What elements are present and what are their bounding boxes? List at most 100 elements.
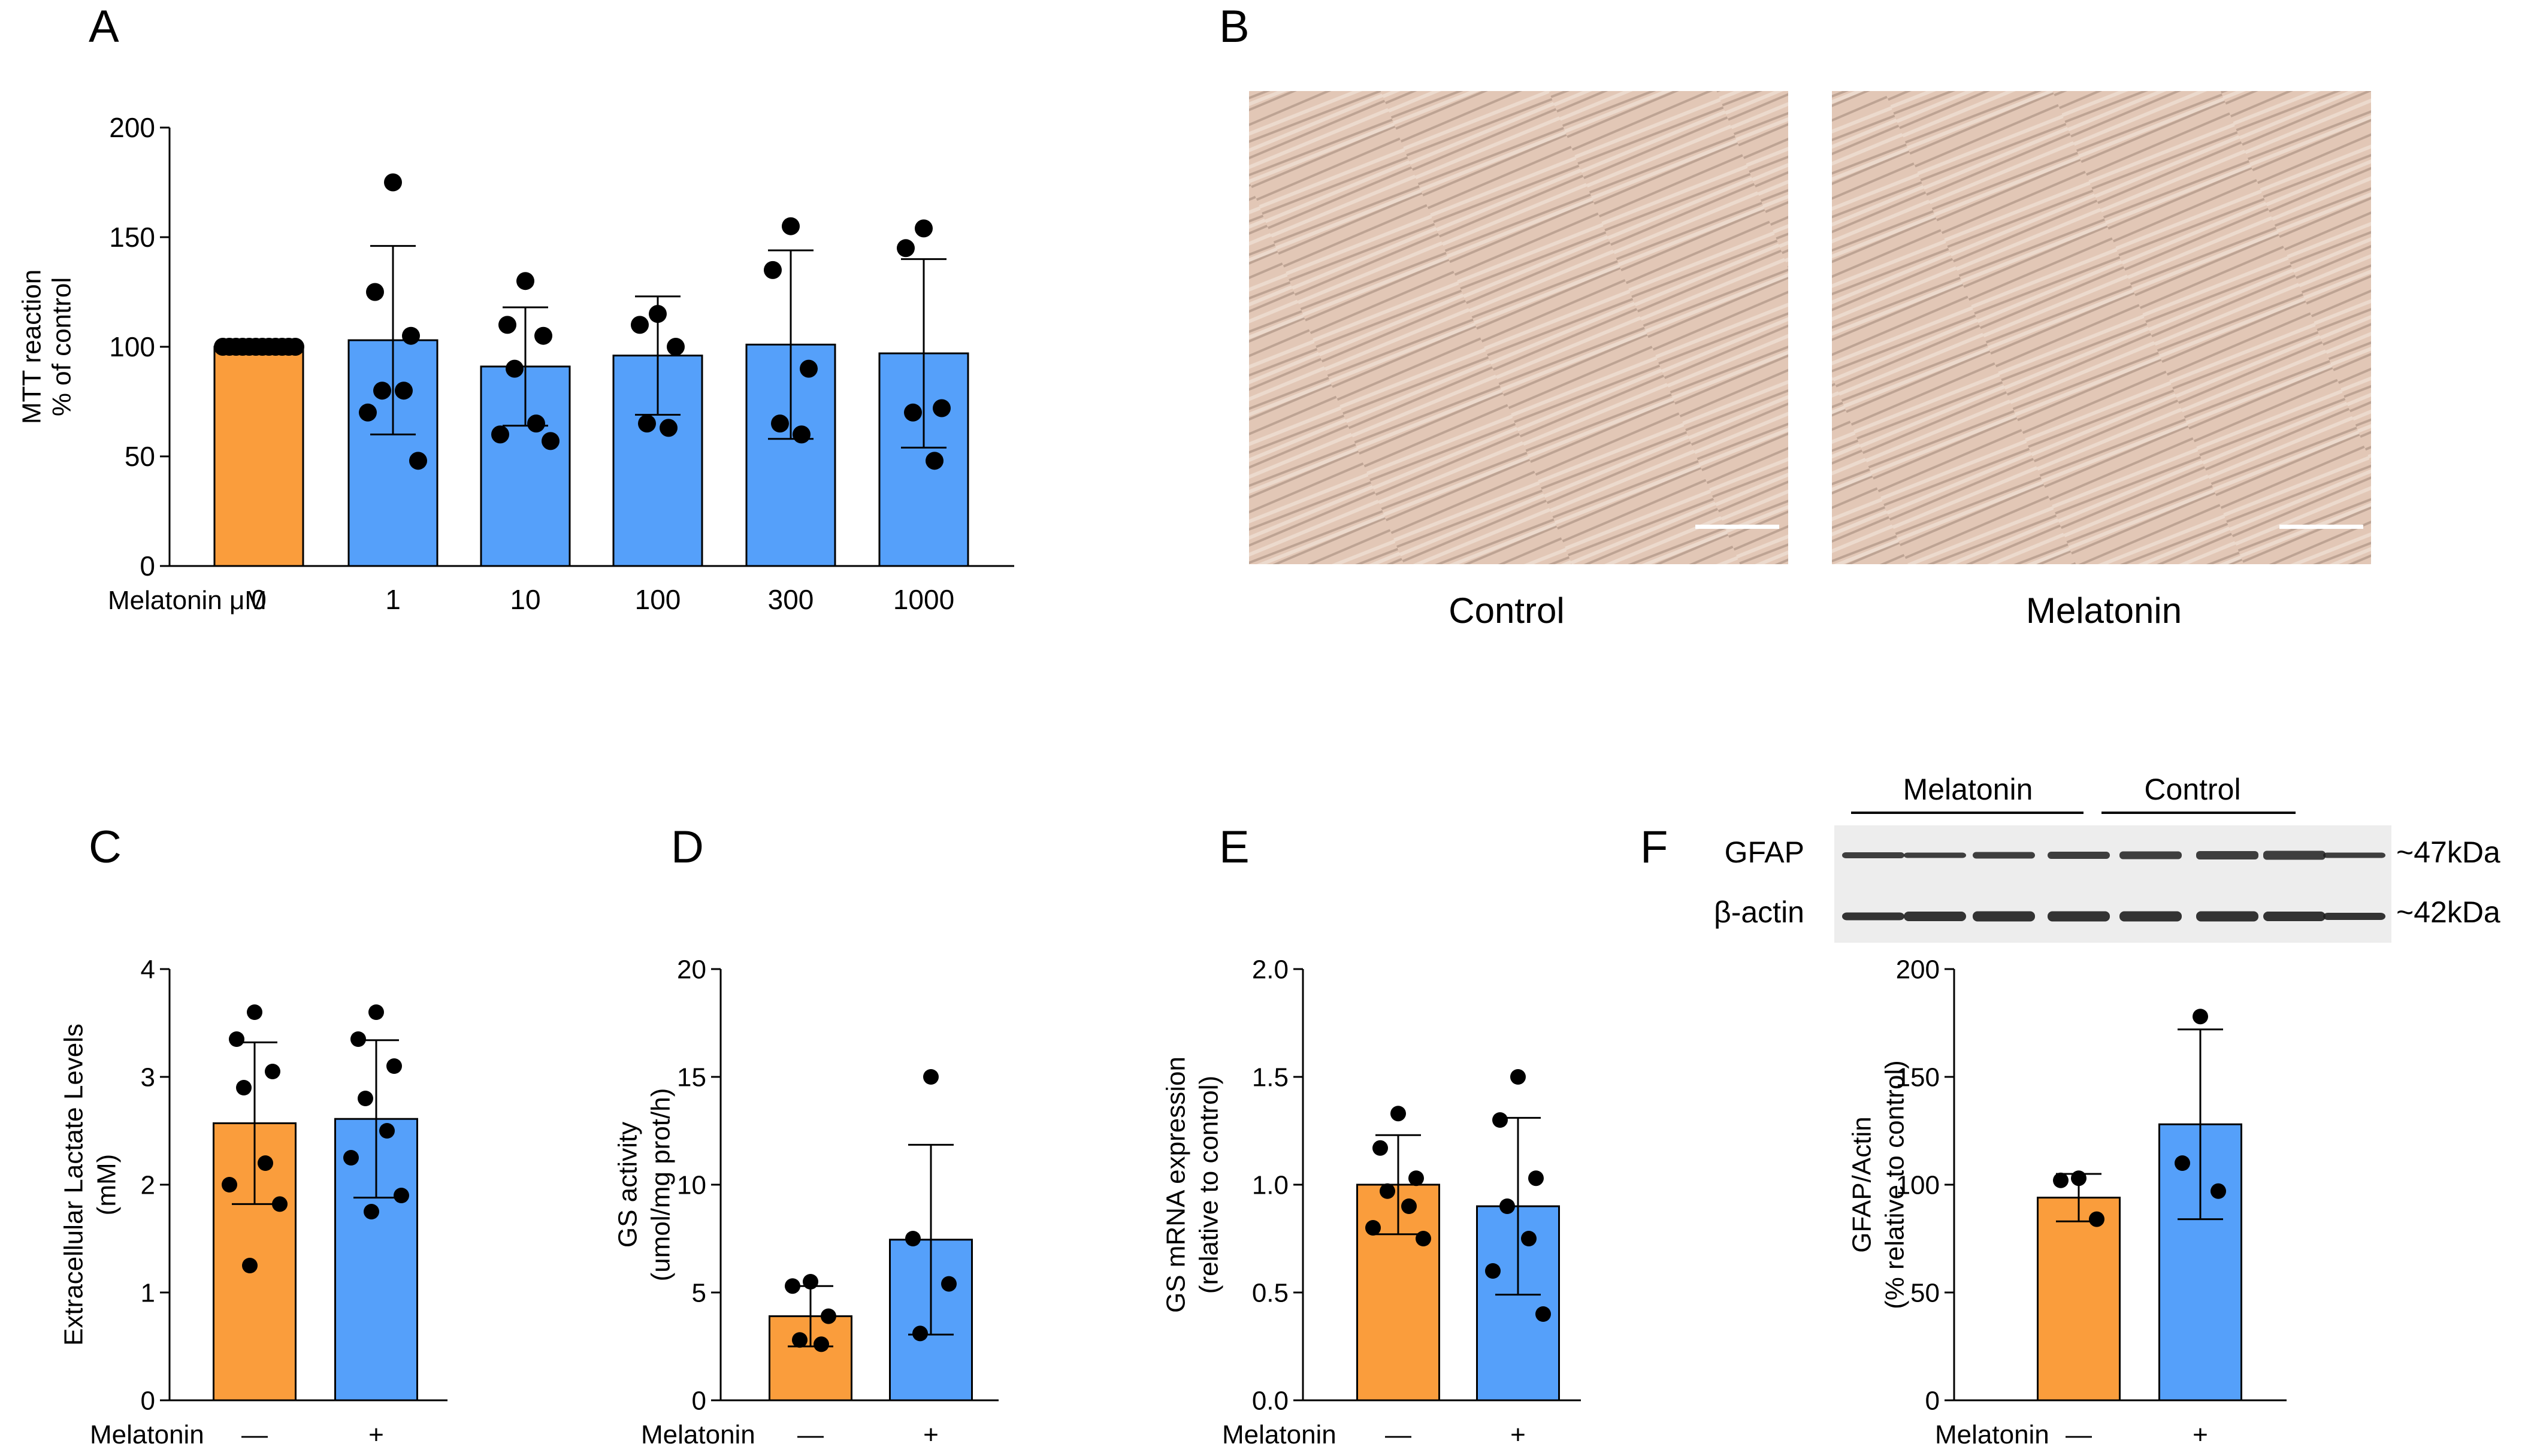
x-tick-label: 10 <box>510 584 540 615</box>
data-point <box>379 1123 395 1139</box>
micrograph-melatonin <box>1832 91 2371 564</box>
blot-band-gfap <box>2119 851 2182 859</box>
data-point <box>904 403 922 422</box>
y-tick-label: 100 <box>1896 1170 1940 1200</box>
data-point <box>915 219 933 238</box>
data-point <box>631 316 649 334</box>
panel-letter-c: C <box>89 822 122 873</box>
data-point <box>1492 1112 1508 1128</box>
blot-image <box>1834 825 2391 943</box>
data-point <box>2089 1211 2104 1227</box>
x-axis-label: Melatonin <box>1935 1420 2049 1449</box>
data-point <box>364 1204 379 1219</box>
chart-e: 0.0 0.5 1.0 1.5 2.0 — + Melatonin GS mRNA expres… <box>1162 955 1581 1449</box>
y-tick-label: 3 <box>141 1063 155 1092</box>
y-axis-label: (relative to control) <box>1195 1076 1224 1294</box>
data-point <box>542 432 560 450</box>
data-point <box>803 1274 818 1289</box>
panel-letter-b: B <box>1219 1 1250 52</box>
data-point <box>384 173 402 192</box>
data-point <box>229 1031 244 1047</box>
data-point <box>506 359 524 378</box>
data-point <box>491 425 509 444</box>
y-tick-label: 4 <box>141 955 155 984</box>
panel-letter-e: E <box>1219 822 1250 873</box>
y-tick-label: 0.5 <box>1252 1278 1289 1307</box>
y-tick-label: 0.0 <box>1252 1386 1289 1415</box>
data-point <box>926 452 944 470</box>
y-tick-label: 150 <box>1896 1063 1940 1092</box>
data-point <box>1365 1220 1381 1236</box>
blot-mw-gfap: ~47kDa <box>2396 836 2500 869</box>
blot-band-actin <box>1904 912 1966 921</box>
scale-bar <box>1695 525 1779 529</box>
y-tick-label: 0 <box>1925 1386 1940 1415</box>
x-tick-label: — <box>241 1420 268 1449</box>
blot-band-actin <box>2119 911 2182 922</box>
data-point <box>1528 1170 1544 1186</box>
bar <box>213 346 304 567</box>
data-point <box>395 382 413 400</box>
data-point <box>386 1058 402 1074</box>
blot-band-gfap <box>1842 852 1904 858</box>
data-point <box>498 316 516 334</box>
data-point <box>286 338 304 356</box>
y-axis-label: (mM) <box>92 1154 122 1216</box>
panel-letter-d: D <box>671 822 704 873</box>
y-tick-label: 150 <box>109 222 155 253</box>
y-axis-label: % of control <box>47 277 77 416</box>
data-point <box>941 1276 957 1292</box>
data-point <box>2211 1183 2226 1199</box>
data-point <box>905 1231 921 1246</box>
y-tick-label: 2 <box>141 1170 155 1200</box>
y-axis-label: MTT reaction <box>17 270 47 424</box>
x-tick-label: + <box>368 1420 384 1449</box>
data-point <box>1416 1231 1431 1246</box>
blot-row-actin: β-actin <box>1714 895 1804 929</box>
x-tick-label: 1000 <box>893 584 954 615</box>
blot-row-gfap: GFAP <box>1725 836 1804 869</box>
chart-c: 0 1 2 3 4 — + Melatonin Extracellular Lactate Le… <box>59 955 447 1449</box>
y-tick-label: 20 <box>677 955 706 984</box>
data-point <box>923 1069 939 1085</box>
data-point <box>402 326 420 345</box>
micrograph-label-melatonin: Melatonin <box>2026 591 2182 631</box>
data-point <box>1521 1231 1537 1246</box>
data-point <box>793 425 811 444</box>
bar <box>745 343 836 567</box>
y-tick-label: 5 <box>692 1278 706 1307</box>
y-tick-label: 0 <box>141 1386 155 1415</box>
chart-d: 0 5 10 15 20 — + Melatonin GS activity (umol/mg p… <box>613 955 999 1449</box>
y-tick-label: 2.0 <box>1252 955 1289 984</box>
blot-band-gfap <box>2263 850 2326 860</box>
x-axis-label: Melatonin <box>641 1420 755 1449</box>
x-axis-label: Melatonin <box>1222 1420 1336 1449</box>
blot-band-actin <box>1842 912 1904 921</box>
y-tick-label: 0 <box>140 550 155 582</box>
y-tick-label: 1.0 <box>1252 1170 1289 1200</box>
data-point <box>933 399 951 417</box>
x-axis-label: Melatonin μM <box>108 586 267 615</box>
data-point <box>1499 1198 1515 1214</box>
data-point <box>516 272 534 290</box>
blot-band-gfap <box>1904 852 1966 858</box>
x-tick-label: + <box>2193 1420 2208 1449</box>
data-point <box>242 1258 258 1273</box>
y-axis-label: GS activity <box>613 1122 643 1248</box>
data-point <box>897 239 915 258</box>
x-tick-label: 300 <box>768 584 814 615</box>
data-point <box>2071 1170 2087 1186</box>
data-point <box>373 382 391 400</box>
y-axis-label: (umol/mg prot/h) <box>646 1088 676 1282</box>
data-point <box>358 1091 373 1106</box>
blot-band-actin <box>2196 911 2258 922</box>
chart-a: 0 50 100 150 200 0 1 10 100 300 1000 Melatonin μM MT… <box>17 112 1014 615</box>
data-point <box>247 1004 262 1020</box>
data-point <box>343 1150 359 1166</box>
x-tick-label: 0 <box>251 584 267 615</box>
chart-f: 0 50 100 150 200 — + Melatonin GFAP/Actin (% rela… <box>1847 955 2287 1449</box>
y-tick-label: 50 <box>1910 1278 1940 1307</box>
y-tick-label: 200 <box>1896 955 1940 984</box>
data-point <box>771 414 789 433</box>
data-point <box>1390 1106 1406 1122</box>
